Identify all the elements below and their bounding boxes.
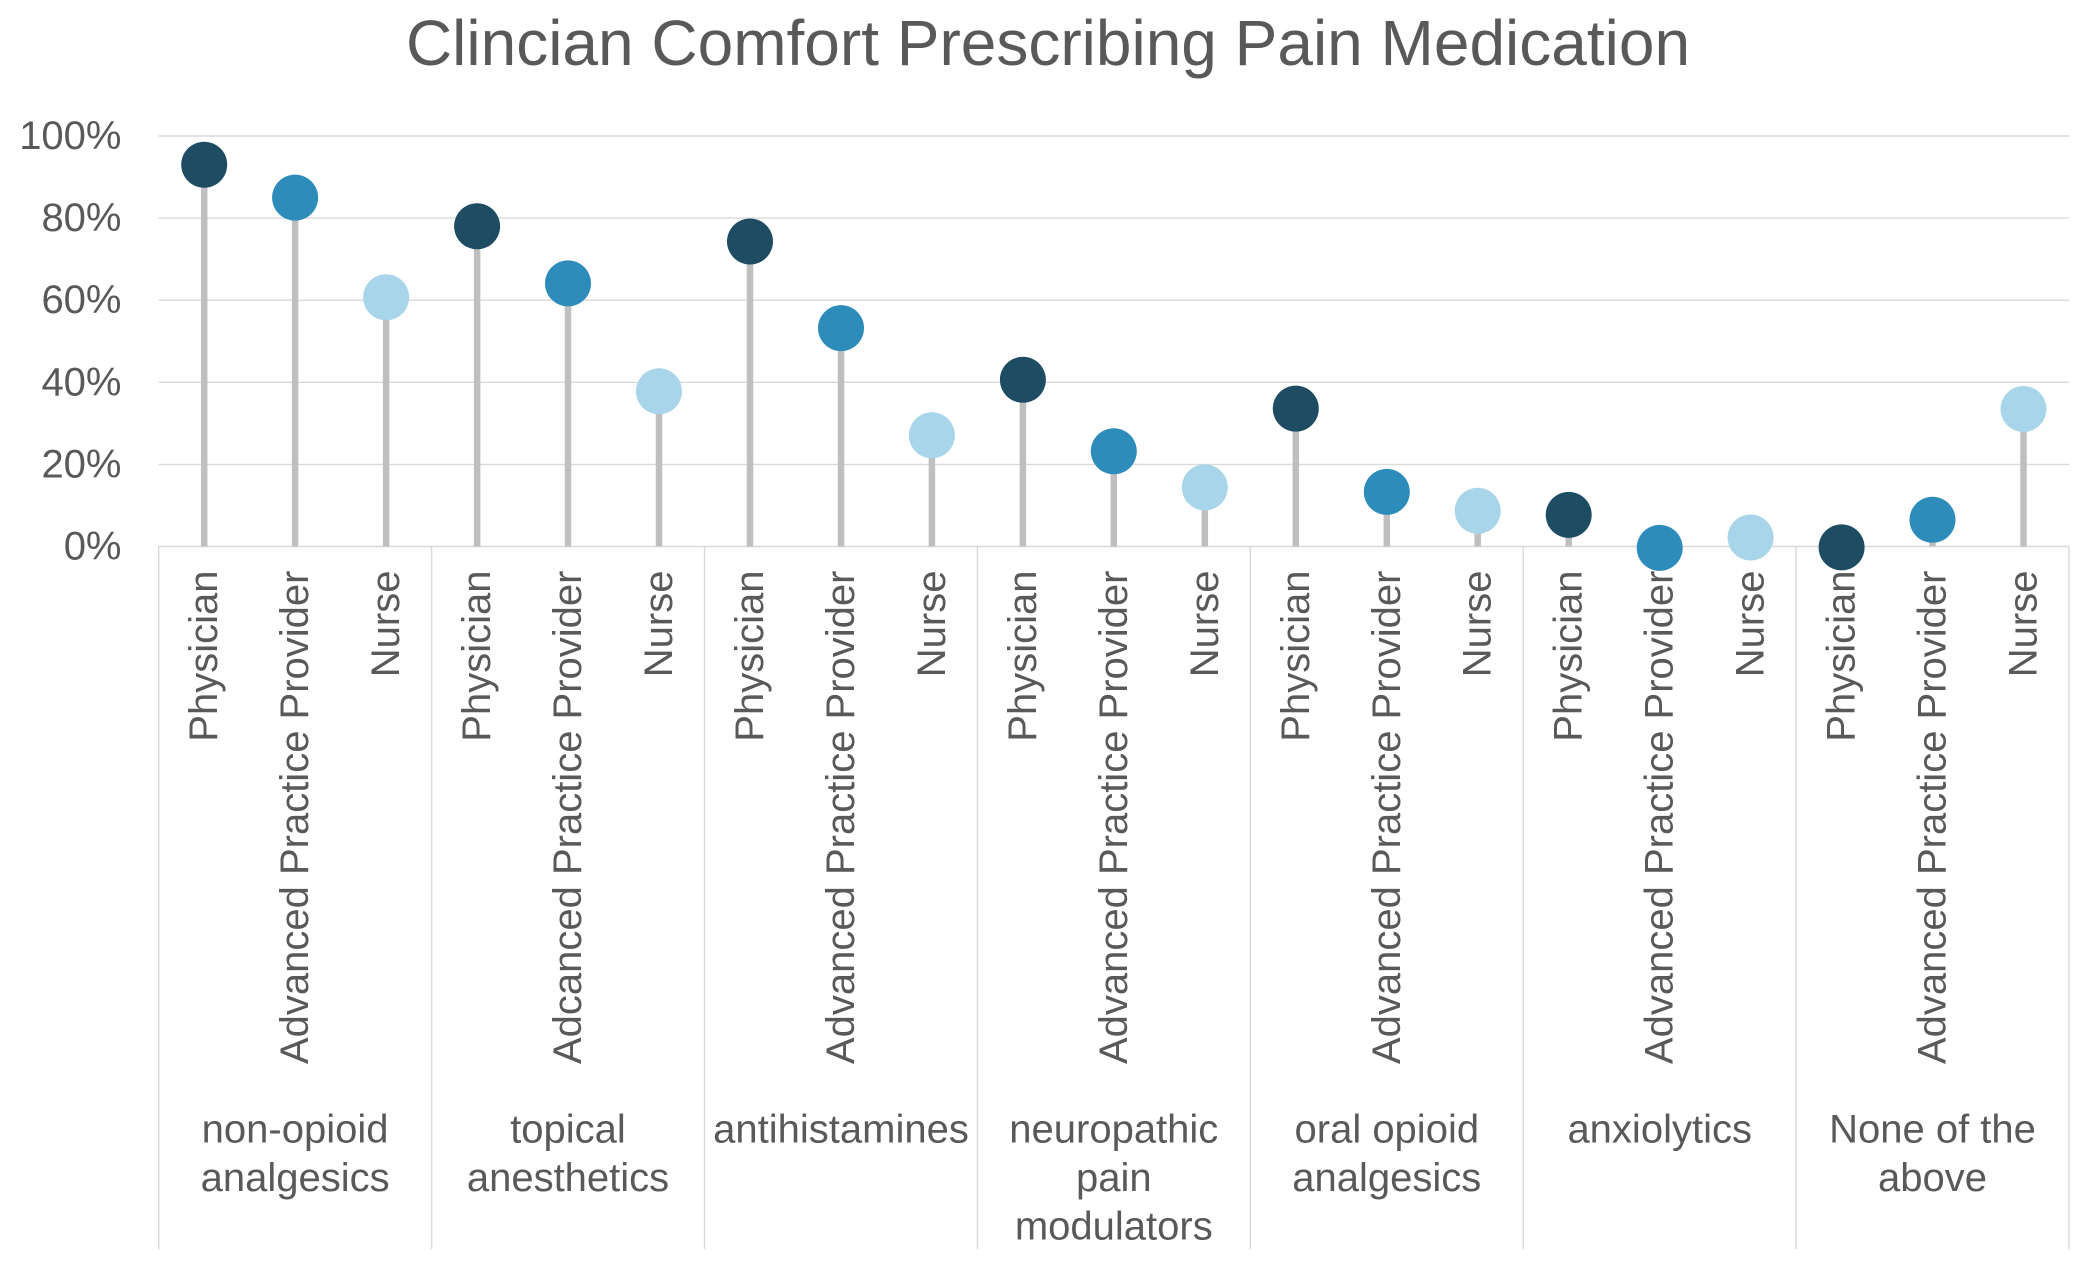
- svg-text:Nurse: Nurse: [1456, 571, 1500, 678]
- svg-text:Physician: Physician: [1274, 571, 1318, 742]
- svg-text:Physician: Physician: [1001, 571, 1045, 742]
- svg-text:pain: pain: [1076, 1156, 1152, 1200]
- svg-text:80%: 80%: [41, 196, 121, 240]
- svg-text:above: above: [1878, 1156, 1987, 1200]
- svg-text:Physician: Physician: [455, 571, 499, 742]
- svg-text:Nurse: Nurse: [1729, 571, 1773, 678]
- svg-text:Advanced Practice Provider: Advanced Practice Provider: [819, 571, 863, 1065]
- svg-text:analgesics: analgesics: [1292, 1156, 1481, 1200]
- svg-text:anesthetics: anesthetics: [467, 1156, 669, 1200]
- svg-text:Adcanced Practice Provider: Adcanced Practice Provider: [546, 571, 590, 1065]
- svg-text:non-opioid: non-opioid: [202, 1108, 389, 1152]
- svg-text:Advanced Practice Provider: Advanced Practice Provider: [1092, 571, 1136, 1065]
- svg-text:analgesics: analgesics: [201, 1156, 390, 1200]
- svg-text:Advanced Practice Provider: Advanced Practice Provider: [1638, 571, 1682, 1065]
- svg-text:Nurse: Nurse: [1183, 571, 1227, 678]
- svg-text:topical: topical: [510, 1108, 626, 1152]
- svg-text:Physician: Physician: [728, 571, 772, 742]
- svg-text:Physician: Physician: [1820, 571, 1864, 742]
- svg-text:20%: 20%: [41, 442, 121, 486]
- svg-text:Nurse: Nurse: [364, 571, 408, 678]
- svg-text:Physician: Physician: [1547, 571, 1591, 742]
- svg-text:100%: 100%: [19, 114, 121, 158]
- svg-text:Clincian Comfort Prescribing P: Clincian Comfort Prescribing Pain Medica…: [406, 7, 1690, 79]
- svg-text:modulators: modulators: [1015, 1204, 1213, 1248]
- svg-text:Nurse: Nurse: [910, 571, 954, 678]
- svg-text:0%: 0%: [64, 525, 122, 569]
- svg-text:antihistamines: antihistamines: [713, 1108, 969, 1152]
- svg-text:None of the: None of the: [1829, 1108, 2036, 1152]
- svg-text:Advanced Practice Provider: Advanced Practice Provider: [1365, 571, 1409, 1065]
- svg-text:Physician: Physician: [182, 571, 226, 742]
- svg-text:Advanced Practice Provider: Advanced Practice Provider: [273, 571, 317, 1065]
- svg-text:60%: 60%: [41, 278, 121, 322]
- svg-text:Nurse: Nurse: [637, 571, 681, 678]
- svg-text:Nurse: Nurse: [2002, 571, 2046, 678]
- svg-text:Advanced Practice Provider: Advanced Practice Provider: [1911, 571, 1955, 1065]
- svg-text:40%: 40%: [41, 360, 121, 404]
- svg-text:anxiolytics: anxiolytics: [1567, 1108, 1752, 1152]
- svg-text:oral opioid: oral opioid: [1295, 1108, 1480, 1152]
- svg-text:neuropathic: neuropathic: [1009, 1108, 1218, 1152]
